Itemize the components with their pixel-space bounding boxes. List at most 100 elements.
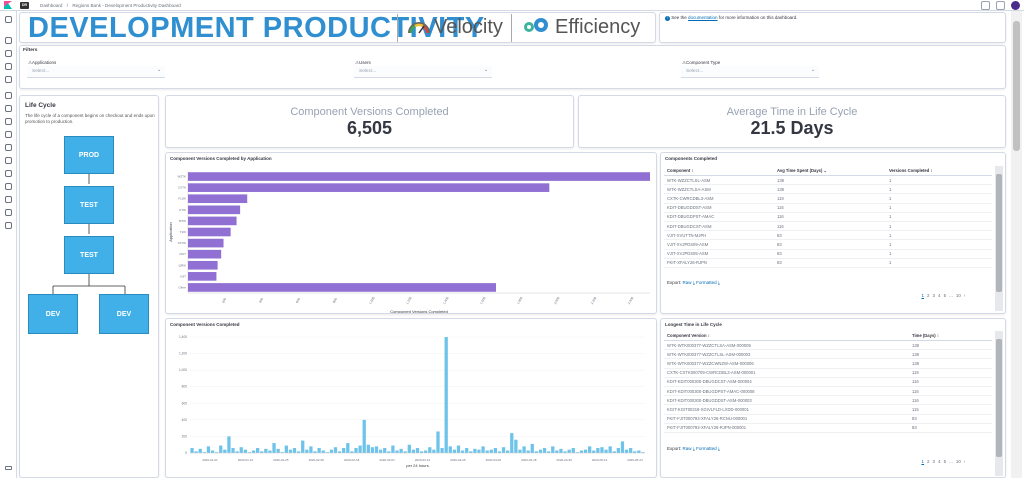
page-link[interactable]: 2 xyxy=(927,459,930,464)
table-scrollbar[interactable] xyxy=(995,166,1003,311)
ml-icon[interactable] xyxy=(5,105,12,112)
users-placeholder: Select... xyxy=(359,69,377,74)
page-link[interactable]: 4 xyxy=(938,459,941,464)
scrollbar-thumb[interactable] xyxy=(996,174,1002,292)
export-label: Export: xyxy=(667,280,682,285)
page-link[interactable]: 5 xyxy=(943,459,947,464)
scrollbar-thumb[interactable] xyxy=(996,339,1002,457)
export-formatted-link[interactable]: Formatted xyxy=(696,446,717,451)
table-cell: FKIT-XFALY26-RJPN xyxy=(664,258,774,268)
bar xyxy=(440,448,444,453)
breadcrumb-separator: / xyxy=(66,3,69,8)
settings-icon[interactable] xyxy=(5,222,12,229)
column-header-avg-time[interactable]: Avg Time Spent (Days) ⌄ xyxy=(774,166,886,176)
bar xyxy=(571,448,575,453)
table-row: KDIT-KDIT000300-DBUGDPST-AMAC-000008 116 xyxy=(664,386,992,397)
x-tick-label: 2020-02-18 xyxy=(344,458,360,462)
download-icon[interactable]: ⤓ xyxy=(692,280,695,285)
newsfeed-icon[interactable] xyxy=(996,1,1005,10)
y-tick-label: 1,200 xyxy=(179,352,187,356)
table-cell: KDIT-KDIT000300-DBUGDDST-ASM-000003 xyxy=(664,395,909,406)
table-cell: VJIT-XVJPDS05-ASM xyxy=(664,249,774,259)
siem-icon[interactable] xyxy=(5,170,12,177)
page-link[interactable]: 1 xyxy=(921,293,925,298)
page-link[interactable]: 1 xyxy=(921,459,925,464)
chevron-down-icon: ⌄ xyxy=(156,68,161,73)
export-raw-link[interactable]: Raw xyxy=(682,446,692,451)
export-formatted-link[interactable]: Formatted xyxy=(696,280,717,285)
page-scrollbar[interactable] xyxy=(1011,11,1022,478)
page-link[interactable]: ... xyxy=(949,293,953,298)
page-link[interactable]: 10 xyxy=(955,459,961,464)
bar xyxy=(188,216,237,226)
page-link[interactable]: 2 xyxy=(927,293,930,298)
dev-tools-icon[interactable] xyxy=(5,183,12,190)
table-scrollbar[interactable] xyxy=(995,331,1003,476)
bar xyxy=(188,260,218,270)
column-header-versions[interactable]: Versions Completed ↕ xyxy=(886,166,992,176)
page-scrollbar-thumb[interactable] xyxy=(1013,21,1020,151)
dashboard-icon[interactable] xyxy=(5,63,12,70)
component-type-select[interactable]: Select... ⌄ xyxy=(681,66,819,78)
bar xyxy=(198,448,202,453)
bar xyxy=(210,450,215,453)
breadcrumb-current: Regions Bank - Development Productivity … xyxy=(72,3,181,8)
y-tick-label: 1,400 xyxy=(179,335,187,339)
table-cell: KDIT-DBUGDCST-ASM xyxy=(664,221,774,232)
bar xyxy=(325,452,329,453)
monitoring-icon[interactable] xyxy=(5,196,12,203)
bar xyxy=(366,444,370,453)
page-link[interactable]: 4 xyxy=(938,293,941,298)
discover-icon[interactable] xyxy=(5,37,12,44)
page-link[interactable]: 10 xyxy=(955,293,961,298)
bar xyxy=(206,446,211,453)
export-raw-link[interactable]: Raw xyxy=(682,280,692,285)
download-icon[interactable]: ⤓ xyxy=(717,280,720,285)
column-header-time[interactable]: Time (Days) ↕ xyxy=(909,331,992,341)
applications-select[interactable]: Select... ⌄ xyxy=(27,66,165,78)
table-cell: 119 xyxy=(909,368,992,378)
collapse-nav-icon[interactable] xyxy=(5,466,12,470)
space-badge[interactable]: DR xyxy=(20,1,29,9)
y-tick-label: 400 xyxy=(182,418,188,422)
y-tick-label: 1,000 xyxy=(179,368,187,372)
canvas-icon[interactable] xyxy=(5,76,12,83)
x-tick-label: 2,400 xyxy=(627,296,635,305)
bar xyxy=(333,447,338,453)
column-header-component[interactable]: Component ↕ xyxy=(664,166,774,176)
table-cell: 83 xyxy=(774,230,886,241)
breadcrumb-dashboard[interactable]: Dashboard xyxy=(40,3,63,8)
bar xyxy=(188,194,248,204)
table-cell: 1 xyxy=(886,175,992,186)
download-icon[interactable]: ⤓ xyxy=(692,446,695,451)
column-header-component-version[interactable]: Component Version ↕ xyxy=(664,331,909,341)
stack-management-icon[interactable] xyxy=(5,209,12,216)
page-link[interactable]: ... xyxy=(949,459,953,464)
x-tick-label: 1,600 xyxy=(479,296,487,305)
visualize-icon[interactable] xyxy=(5,50,12,57)
documentation-link[interactable]: documentation xyxy=(688,15,718,20)
x-tick-label: 1,800 xyxy=(516,296,524,305)
stage-test: TEST xyxy=(64,186,114,224)
users-select[interactable]: Select... ⌄ xyxy=(354,66,492,78)
metrics-icon[interactable] xyxy=(5,118,12,125)
table-row: WTK-WTK000377-WZZCWNZW-ASM-000006 138 xyxy=(664,358,992,369)
page-link[interactable]: › xyxy=(963,459,966,464)
page-link[interactable]: 3 xyxy=(932,293,936,298)
help-icon[interactable] xyxy=(981,1,990,10)
avatar[interactable] xyxy=(1011,1,1020,10)
kibana-logo-icon[interactable] xyxy=(4,1,12,9)
apm-icon[interactable] xyxy=(5,144,12,151)
page-link[interactable]: 5 xyxy=(943,293,947,298)
download-icon[interactable]: ⤓ xyxy=(717,446,720,451)
maps-icon[interactable] xyxy=(5,92,12,99)
bar xyxy=(518,449,522,453)
logs-icon[interactable] xyxy=(5,131,12,138)
clock-icon[interactable] xyxy=(5,16,12,23)
table-cell: KDIT-DBUGDPST-AMAC xyxy=(664,212,774,222)
bar xyxy=(542,448,547,453)
page-link[interactable]: › xyxy=(963,293,966,298)
page-link[interactable]: 3 xyxy=(932,459,936,464)
x-axis-label: Component Versions Completed xyxy=(390,309,448,313)
uptime-icon[interactable] xyxy=(5,157,12,164)
